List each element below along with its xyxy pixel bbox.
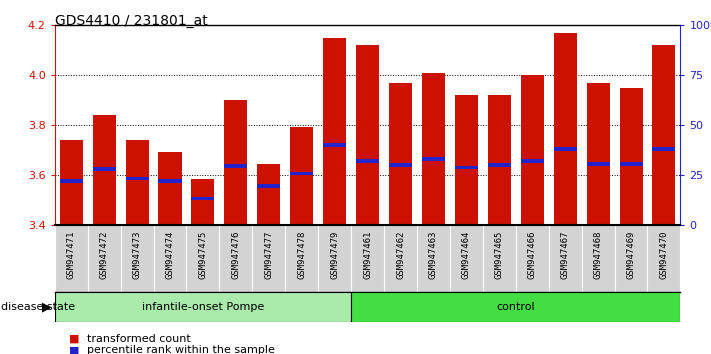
Bar [159,179,181,183]
Text: percentile rank within the sample: percentile rank within the sample [87,346,274,354]
Bar [653,147,675,150]
Text: ■: ■ [69,346,80,354]
Text: control: control [496,302,535,312]
Bar [323,143,346,147]
Text: GSM947476: GSM947476 [231,230,240,279]
Bar [422,73,445,225]
Text: GSM947473: GSM947473 [132,230,141,279]
Text: GSM947467: GSM947467 [561,230,570,279]
FancyBboxPatch shape [55,292,351,322]
Bar [554,33,577,225]
Text: disease state: disease state [1,302,75,312]
Bar [257,164,280,225]
Text: GSM947475: GSM947475 [198,230,208,279]
Text: GSM947471: GSM947471 [67,230,75,279]
Text: GDS4410 / 231801_at: GDS4410 / 231801_at [55,14,208,28]
Bar [126,140,149,225]
Text: GSM947469: GSM947469 [626,230,636,279]
Text: GSM947474: GSM947474 [166,230,174,279]
Bar [455,166,478,169]
Bar [191,179,215,225]
Bar [356,159,379,163]
Text: GSM947464: GSM947464 [462,230,471,279]
Bar [225,100,247,225]
Bar [488,95,510,225]
Bar [389,82,412,225]
Text: transformed count: transformed count [87,334,191,344]
Bar [619,87,643,225]
Bar [225,164,247,168]
Bar [191,197,215,200]
Bar [488,163,510,167]
Text: GSM947477: GSM947477 [264,230,273,279]
Bar [126,177,149,181]
Text: GSM947463: GSM947463 [429,230,438,279]
Bar [92,167,116,171]
Text: ■: ■ [69,334,80,344]
Bar [290,172,314,176]
Bar [520,75,544,225]
Text: ▶: ▶ [42,301,52,314]
FancyBboxPatch shape [351,292,680,322]
Bar [159,153,181,225]
Bar [60,179,82,183]
Text: GSM947465: GSM947465 [495,230,504,279]
Bar [422,157,445,160]
Bar [92,115,116,225]
Bar [455,95,478,225]
Bar [587,162,609,166]
Text: GSM947478: GSM947478 [297,230,306,279]
Text: GSM947466: GSM947466 [528,230,537,279]
Text: GSM947472: GSM947472 [100,230,109,279]
Text: GSM947479: GSM947479 [330,230,339,279]
Text: GSM947461: GSM947461 [363,230,372,279]
Text: GSM947470: GSM947470 [660,230,668,279]
Bar [520,159,544,163]
Bar [257,184,280,188]
Text: GSM947462: GSM947462 [396,230,405,279]
Bar [323,38,346,225]
Text: infantile-onset Pompe: infantile-onset Pompe [141,302,264,312]
Bar [554,147,577,150]
Bar [290,127,314,225]
Bar [619,162,643,166]
Bar [60,140,82,225]
Text: GSM947468: GSM947468 [594,230,603,279]
Bar [653,45,675,225]
Bar [389,163,412,167]
Bar [356,45,379,225]
Bar [587,82,609,225]
